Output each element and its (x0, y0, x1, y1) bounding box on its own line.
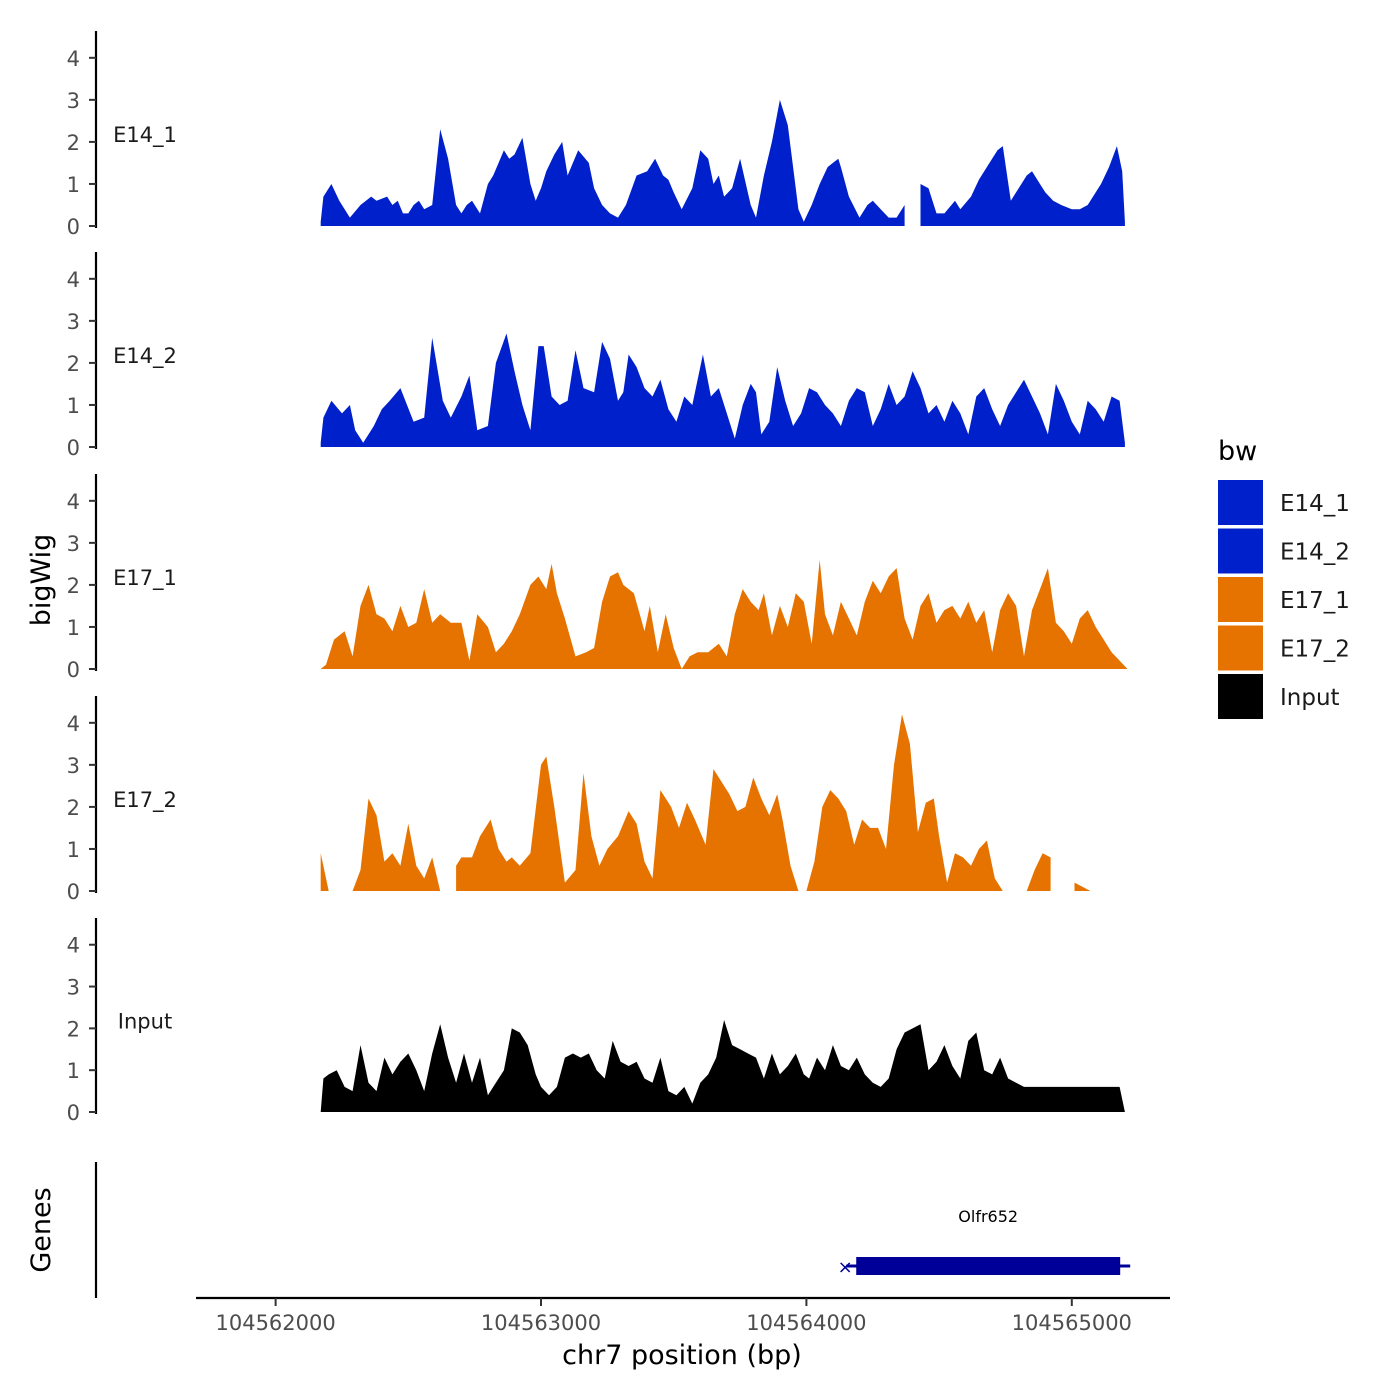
x-axis: 104562000 104563000 104564000 104565000 (196, 1296, 1170, 1335)
legend-swatch (1218, 528, 1263, 574)
signal-area (320, 1020, 1125, 1112)
legend-title: bw (1218, 436, 1257, 467)
signal-area (456, 714, 1051, 891)
signal-area (1074, 882, 1125, 891)
signal-area (320, 853, 329, 891)
track-label: Input (118, 1009, 172, 1033)
legend-label: E17_2 (1280, 637, 1350, 663)
y-tick-label: 4 (67, 934, 80, 958)
y-tick-label: 0 (67, 1101, 80, 1125)
y-tick-label: 3 (67, 754, 80, 778)
x-tick-label: 104562000 (215, 1311, 335, 1335)
signal-area (920, 146, 1125, 226)
legend-swatch (1218, 625, 1263, 671)
y-tick-label: 1 (67, 616, 80, 640)
track-e14-2: 0 1 2 3 4 E14_2 (67, 252, 1125, 460)
y-tick-label: 2 (67, 352, 80, 376)
genes-axis-title: Genes (26, 1187, 57, 1272)
y-tick-label: 4 (67, 490, 80, 514)
signal-area (320, 99, 905, 226)
signal-area (320, 559, 1128, 669)
track-label: E17_1 (113, 566, 177, 591)
y-tick-label: 1 (67, 173, 80, 197)
y-tick-label: 2 (67, 1017, 80, 1041)
y-tick-label: 0 (67, 658, 80, 682)
legend: bw E14_1 E14_2 E17_1 E17_2 Input (1218, 436, 1350, 719)
y-tick-label: 1 (67, 394, 80, 418)
gene-start-marker: × (838, 1257, 853, 1278)
y-tick-label: 0 (67, 880, 80, 904)
track-label: E14_2 (113, 344, 177, 369)
y-tick-label: 3 (67, 89, 80, 113)
y-tick-label: 1 (67, 1059, 80, 1083)
gene-layer: × Olfr652 (838, 1207, 1131, 1278)
y-tick-label: 3 (67, 310, 80, 334)
legend-swatch (1218, 480, 1263, 525)
track-label: E17_2 (113, 788, 177, 813)
y-tick-label: 3 (67, 532, 80, 556)
gene-label: Olfr652 (958, 1207, 1018, 1226)
y-tick-label: 4 (67, 712, 80, 736)
legend-swatch (1218, 674, 1263, 719)
track-input: 0 1 2 3 4 Input (67, 918, 1125, 1125)
genes-panel: Genes × Olfr652 (26, 1162, 1131, 1298)
x-axis-title: chr7 position (bp) (562, 1340, 802, 1371)
gene-body (856, 1257, 1121, 1275)
track-e17-2: 0 1 2 3 4 E17_2 (67, 696, 1125, 904)
legend-label: E14_2 (1280, 540, 1350, 566)
y-axis-title: bigWig (26, 534, 57, 627)
y-tick-label: 2 (67, 796, 80, 820)
y-tick-label: 1 (67, 838, 80, 862)
y-tick-label: 2 (67, 574, 80, 598)
x-tick-label: 104565000 (1012, 1311, 1132, 1335)
legend-label: E14_1 (1280, 491, 1350, 517)
y-tick-label: 4 (67, 47, 80, 71)
y-tick-label: 0 (67, 215, 80, 239)
y-tick-label: 0 (67, 436, 80, 460)
x-tick-label: 104563000 (481, 1311, 601, 1335)
signal-area (352, 798, 441, 891)
x-tick-label: 104564000 (746, 1311, 866, 1335)
legend-label: E17_1 (1280, 588, 1350, 614)
legend-swatch (1218, 577, 1263, 622)
y-tick-label: 2 (67, 131, 80, 155)
track-e14-1: 0 1 2 3 4 E14_1 (67, 31, 1125, 239)
track-e17-1: 0 1 2 3 4 E17_1 (67, 474, 1128, 682)
track-label: E14_1 (113, 123, 177, 148)
legend-label: Input (1280, 685, 1340, 711)
tracks-layer: 0 1 2 3 4 E14_1 0 1 2 3 4 E14_2 0 1 2 3 4 E17_1 0 1 2 3 4 E17_2… (67, 31, 1128, 1125)
y-tick-label: 4 (67, 268, 80, 292)
signal-area (320, 333, 1125, 447)
y-tick-label: 3 (67, 976, 80, 1000)
